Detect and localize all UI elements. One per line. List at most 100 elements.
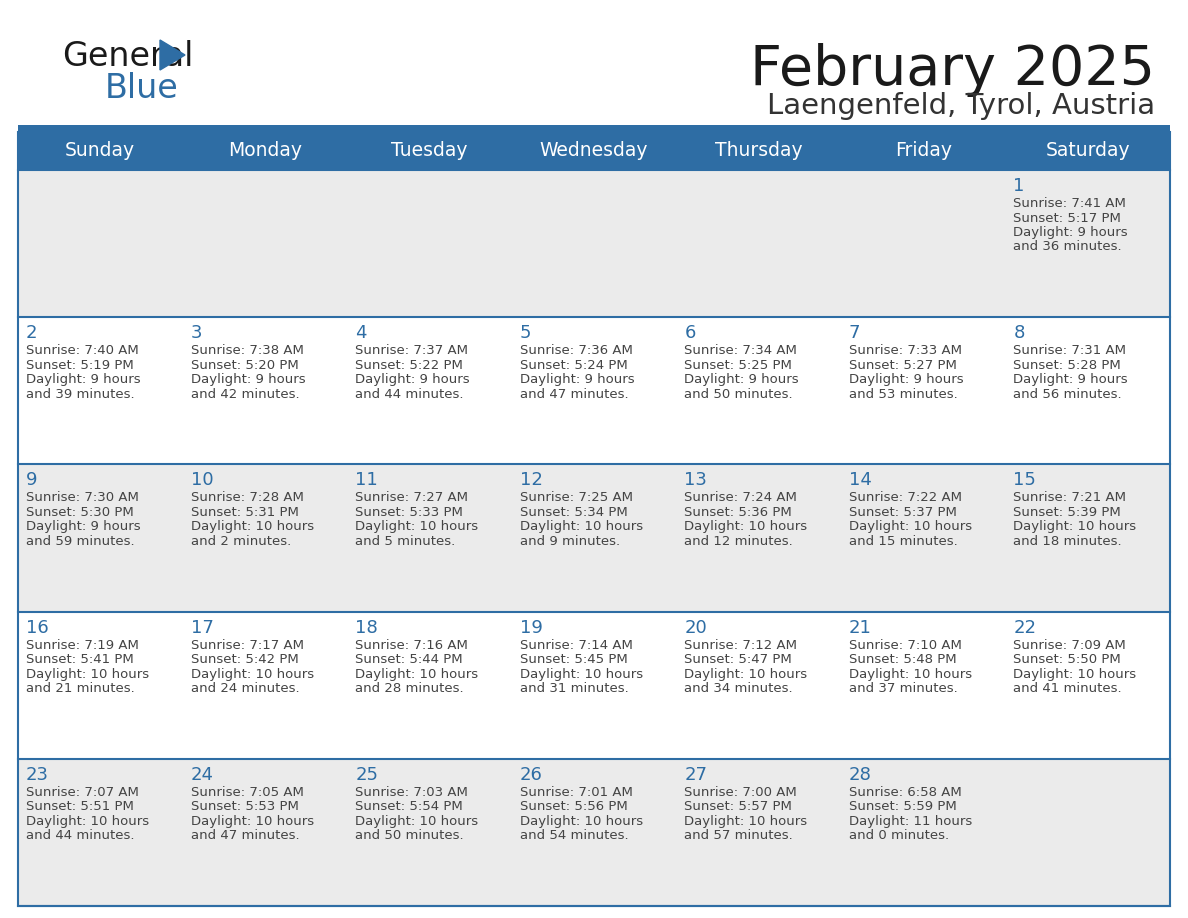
Text: Sunrise: 7:24 AM: Sunrise: 7:24 AM — [684, 491, 797, 504]
Text: Sunrise: 7:19 AM: Sunrise: 7:19 AM — [26, 639, 139, 652]
Text: General: General — [62, 40, 194, 73]
Text: Daylight: 10 hours: Daylight: 10 hours — [684, 521, 808, 533]
Text: Sunrise: 7:07 AM: Sunrise: 7:07 AM — [26, 786, 139, 799]
Polygon shape — [160, 40, 185, 70]
Text: Sunrise: 7:16 AM: Sunrise: 7:16 AM — [355, 639, 468, 652]
Text: Daylight: 10 hours: Daylight: 10 hours — [26, 667, 150, 680]
Text: 1: 1 — [1013, 177, 1025, 195]
Text: Sunrise: 7:33 AM: Sunrise: 7:33 AM — [849, 344, 962, 357]
Text: Daylight: 10 hours: Daylight: 10 hours — [684, 815, 808, 828]
Text: Sunset: 5:37 PM: Sunset: 5:37 PM — [849, 506, 956, 519]
Text: Sunset: 5:47 PM: Sunset: 5:47 PM — [684, 653, 792, 666]
Text: 15: 15 — [1013, 472, 1036, 489]
Text: Sunrise: 7:12 AM: Sunrise: 7:12 AM — [684, 639, 797, 652]
Text: Daylight: 9 hours: Daylight: 9 hours — [849, 374, 963, 386]
Text: Daylight: 10 hours: Daylight: 10 hours — [26, 815, 150, 828]
Text: 13: 13 — [684, 472, 707, 489]
Text: Sunrise: 7:28 AM: Sunrise: 7:28 AM — [190, 491, 303, 504]
Text: Daylight: 11 hours: Daylight: 11 hours — [849, 815, 972, 828]
Text: Sunset: 5:22 PM: Sunset: 5:22 PM — [355, 359, 463, 372]
Text: and 50 minutes.: and 50 minutes. — [355, 829, 463, 843]
Text: and 2 minutes.: and 2 minutes. — [190, 535, 291, 548]
Text: Saturday: Saturday — [1045, 141, 1130, 161]
Text: Sunset: 5:39 PM: Sunset: 5:39 PM — [1013, 506, 1121, 519]
Text: and 59 minutes.: and 59 minutes. — [26, 535, 134, 548]
Text: Sunrise: 7:37 AM: Sunrise: 7:37 AM — [355, 344, 468, 357]
Text: Sunset: 5:33 PM: Sunset: 5:33 PM — [355, 506, 463, 519]
Text: Daylight: 10 hours: Daylight: 10 hours — [190, 667, 314, 680]
Text: 10: 10 — [190, 472, 213, 489]
Text: and 9 minutes.: and 9 minutes. — [519, 535, 620, 548]
Text: Sunrise: 7:27 AM: Sunrise: 7:27 AM — [355, 491, 468, 504]
Text: Sunset: 5:24 PM: Sunset: 5:24 PM — [519, 359, 627, 372]
Text: Daylight: 10 hours: Daylight: 10 hours — [519, 815, 643, 828]
Text: and 24 minutes.: and 24 minutes. — [190, 682, 299, 695]
Text: 25: 25 — [355, 766, 378, 784]
Text: and 54 minutes.: and 54 minutes. — [519, 829, 628, 843]
Text: Sunday: Sunday — [65, 141, 135, 161]
Text: Laengenfeld, Tyrol, Austria: Laengenfeld, Tyrol, Austria — [767, 92, 1155, 120]
Text: February 2025: February 2025 — [750, 43, 1155, 97]
Text: Sunset: 5:19 PM: Sunset: 5:19 PM — [26, 359, 134, 372]
Text: Sunset: 5:20 PM: Sunset: 5:20 PM — [190, 359, 298, 372]
Text: Blue: Blue — [105, 72, 178, 105]
Text: Daylight: 10 hours: Daylight: 10 hours — [355, 521, 479, 533]
Text: Sunset: 5:53 PM: Sunset: 5:53 PM — [190, 800, 298, 813]
Text: and 5 minutes.: and 5 minutes. — [355, 535, 455, 548]
Text: Sunrise: 7:21 AM: Sunrise: 7:21 AM — [1013, 491, 1126, 504]
Text: Monday: Monday — [228, 141, 302, 161]
Text: 26: 26 — [519, 766, 543, 784]
Text: Daylight: 9 hours: Daylight: 9 hours — [26, 374, 140, 386]
Text: and 56 minutes.: and 56 minutes. — [1013, 387, 1121, 400]
Text: Sunset: 5:41 PM: Sunset: 5:41 PM — [26, 653, 134, 666]
Text: Daylight: 10 hours: Daylight: 10 hours — [684, 667, 808, 680]
Text: Sunset: 5:31 PM: Sunset: 5:31 PM — [190, 506, 298, 519]
Text: Sunset: 5:57 PM: Sunset: 5:57 PM — [684, 800, 792, 813]
Text: Thursday: Thursday — [715, 141, 802, 161]
Text: Sunrise: 7:01 AM: Sunrise: 7:01 AM — [519, 786, 632, 799]
Text: Daylight: 10 hours: Daylight: 10 hours — [849, 667, 972, 680]
Text: Sunrise: 7:30 AM: Sunrise: 7:30 AM — [26, 491, 139, 504]
Text: Sunrise: 7:03 AM: Sunrise: 7:03 AM — [355, 786, 468, 799]
Text: and 34 minutes.: and 34 minutes. — [684, 682, 792, 695]
Text: 3: 3 — [190, 324, 202, 342]
Text: 21: 21 — [849, 619, 872, 636]
Text: Sunset: 5:54 PM: Sunset: 5:54 PM — [355, 800, 463, 813]
Text: 8: 8 — [1013, 324, 1025, 342]
Bar — [18, 759, 1170, 906]
Text: 18: 18 — [355, 619, 378, 636]
Text: Sunrise: 7:31 AM: Sunrise: 7:31 AM — [1013, 344, 1126, 357]
Text: Sunrise: 7:22 AM: Sunrise: 7:22 AM — [849, 491, 962, 504]
Text: Daylight: 10 hours: Daylight: 10 hours — [1013, 667, 1137, 680]
Text: 22: 22 — [1013, 619, 1036, 636]
Text: Sunset: 5:51 PM: Sunset: 5:51 PM — [26, 800, 134, 813]
Text: 6: 6 — [684, 324, 696, 342]
Text: Sunrise: 7:05 AM: Sunrise: 7:05 AM — [190, 786, 303, 799]
Text: and 47 minutes.: and 47 minutes. — [190, 829, 299, 843]
Text: Daylight: 10 hours: Daylight: 10 hours — [519, 667, 643, 680]
Text: Daylight: 10 hours: Daylight: 10 hours — [849, 521, 972, 533]
Text: Sunrise: 7:25 AM: Sunrise: 7:25 AM — [519, 491, 633, 504]
Text: Sunset: 5:50 PM: Sunset: 5:50 PM — [1013, 653, 1121, 666]
Text: and 41 minutes.: and 41 minutes. — [1013, 682, 1121, 695]
Text: 14: 14 — [849, 472, 872, 489]
Text: and 57 minutes.: and 57 minutes. — [684, 829, 794, 843]
Text: Sunrise: 7:09 AM: Sunrise: 7:09 AM — [1013, 639, 1126, 652]
Text: Daylight: 9 hours: Daylight: 9 hours — [190, 374, 305, 386]
Text: Sunset: 5:48 PM: Sunset: 5:48 PM — [849, 653, 956, 666]
Text: Daylight: 9 hours: Daylight: 9 hours — [519, 374, 634, 386]
Text: 5: 5 — [519, 324, 531, 342]
Text: and 37 minutes.: and 37 minutes. — [849, 682, 958, 695]
Text: and 44 minutes.: and 44 minutes. — [26, 829, 134, 843]
Text: 4: 4 — [355, 324, 367, 342]
Text: Daylight: 10 hours: Daylight: 10 hours — [355, 667, 479, 680]
Text: and 39 minutes.: and 39 minutes. — [26, 387, 134, 400]
Text: Friday: Friday — [895, 141, 952, 161]
Text: Sunset: 5:45 PM: Sunset: 5:45 PM — [519, 653, 627, 666]
Text: Daylight: 10 hours: Daylight: 10 hours — [355, 815, 479, 828]
Text: 12: 12 — [519, 472, 543, 489]
Text: Daylight: 9 hours: Daylight: 9 hours — [355, 374, 469, 386]
Text: Daylight: 9 hours: Daylight: 9 hours — [1013, 226, 1129, 239]
Text: and 42 minutes.: and 42 minutes. — [190, 387, 299, 400]
Text: Daylight: 10 hours: Daylight: 10 hours — [519, 521, 643, 533]
